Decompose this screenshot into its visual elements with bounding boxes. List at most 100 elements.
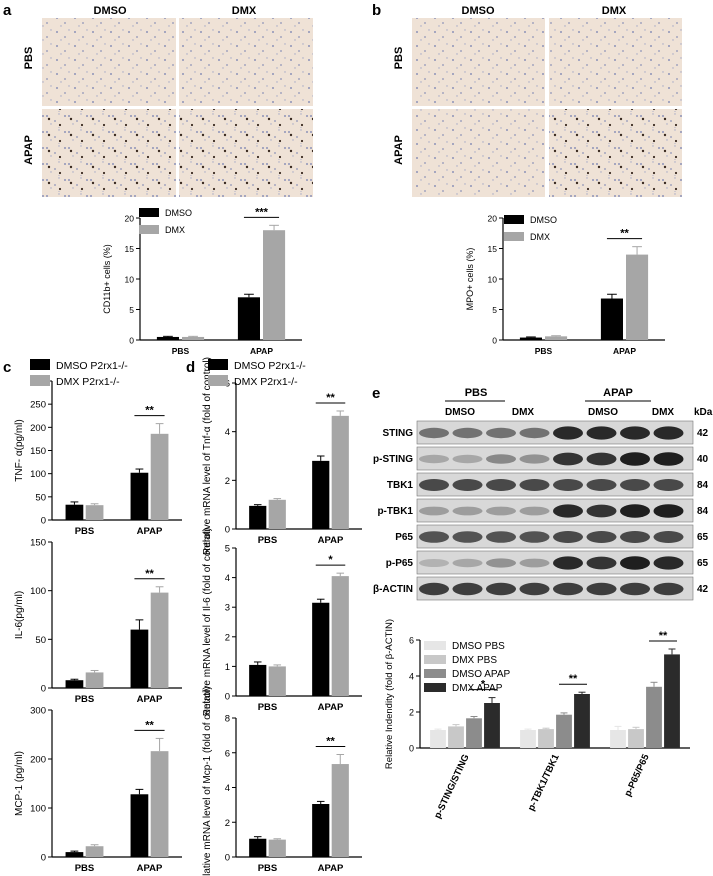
blot-kda-value: 42 — [697, 428, 709, 439]
micrograph-a-pbs-dmx — [179, 18, 313, 106]
blot-col-dmx-2: DMX — [652, 407, 675, 418]
blot-band — [419, 582, 449, 596]
blot-band — [486, 479, 516, 491]
blot-band — [586, 504, 617, 518]
blot-band — [486, 582, 516, 596]
bar-c1 — [150, 433, 169, 520]
panel-letter-c: c — [3, 359, 11, 376]
y-tick-label: 200 — [30, 423, 46, 434]
y-tick-label: 100 — [30, 804, 46, 815]
legend-label: DMX APAP — [452, 683, 503, 694]
panel-letter-e: e — [372, 385, 380, 402]
y-tick-label: 0 — [41, 516, 46, 527]
blot-band — [586, 479, 617, 491]
blot-col-dmx-1: DMX — [512, 407, 535, 418]
y-tick-label: 200 — [30, 755, 46, 766]
bar-d1 — [249, 505, 267, 529]
blot-band — [620, 556, 650, 570]
x-tick-label: APAP — [137, 863, 163, 874]
row-label-b-apap: APAP — [393, 135, 405, 165]
blot-band — [653, 479, 684, 491]
y-tick-label: 8 — [225, 714, 230, 725]
x-tick-label: PBS — [258, 535, 278, 546]
blot-row-label: P65 — [395, 532, 413, 543]
chart-d-mcp1: 0 2 4 6 8 Relative mRNA level of Mcp-1 (fold … — [202, 686, 362, 876]
bar-d1 — [312, 460, 330, 529]
micrograph-b-apap-dmso — [412, 109, 545, 197]
micrograph-a-apap-dmx — [179, 109, 313, 197]
bar-e — [538, 729, 554, 748]
bar-a — [182, 336, 205, 340]
y-axis-label: Relative Indendity (fold of β-ACTIN) — [384, 619, 395, 769]
bar-a — [156, 336, 179, 340]
blot-group-apap: APAP — [603, 387, 633, 399]
blot-band — [419, 427, 449, 439]
significance-marker: * — [481, 679, 486, 691]
bar-e — [484, 703, 500, 748]
micrograph-b-pbs-dmx — [549, 18, 682, 106]
x-tick-label: APAP — [318, 535, 344, 546]
y-tick-label: 150 — [30, 538, 46, 549]
legend-label: DMX — [165, 225, 185, 235]
chart-e-quant: 0 2 4 6 Relative Indendity (fold of β-ACTIN)… — [384, 619, 690, 820]
blot-band — [653, 531, 684, 543]
micrograph-a-apap-dmso — [42, 109, 176, 197]
kda-label: kDa — [694, 407, 713, 418]
blot-band — [486, 531, 516, 543]
bar-c3 — [65, 852, 84, 857]
blot-row-label: p-TBK1 — [377, 506, 413, 517]
bar-c1 — [65, 504, 84, 520]
blot-group-pbs: PBS — [465, 387, 488, 399]
blot-band — [586, 452, 617, 466]
significance-marker: ** — [569, 673, 578, 685]
y-tick-label: 0 — [225, 853, 230, 864]
blot-band — [653, 504, 684, 518]
y-axis-label: CD11b+ cells (%) — [102, 244, 112, 314]
x-tick-label: APAP — [318, 863, 344, 874]
legend-swatch — [424, 669, 446, 678]
significance-marker: *** — [255, 206, 269, 218]
y-tick-label: 0 — [41, 684, 46, 695]
x-tick-label: APAP — [613, 346, 636, 356]
y-axis-label: TNF- α(pg/ml) — [14, 419, 25, 481]
bar-e — [448, 726, 464, 748]
legend-label: DMSO — [165, 208, 192, 218]
y-tick-label: 150 — [30, 446, 46, 457]
blot-band — [620, 582, 650, 596]
bar-d1 — [331, 415, 349, 529]
row-label-a-pbs: PBS — [23, 47, 35, 70]
y-tick-label: 0 — [225, 525, 230, 536]
micrograph-b-pbs-dmso — [412, 18, 545, 106]
blot-band — [553, 426, 583, 440]
y-tick-label: 50 — [35, 635, 46, 646]
x-tick-label: APAP — [137, 694, 163, 705]
y-tick-label: 20 — [488, 214, 498, 224]
legend-swatch — [139, 225, 159, 234]
western-blot-strips: STING 42 p-STING 40 TBK1 84 p-TBK1 84 P65 65 p-P65… — [373, 420, 709, 601]
blot-band — [452, 558, 483, 568]
x-tick-label: PBS — [535, 346, 553, 356]
blot-band — [519, 454, 550, 464]
blot-band — [620, 479, 650, 491]
x-tick-label: APAP — [250, 346, 273, 356]
x-tick-label: PBS — [75, 863, 95, 874]
y-tick-label: 2 — [225, 818, 230, 829]
y-tick-label: 0 — [492, 336, 497, 346]
bar-e — [610, 730, 626, 748]
blot-band — [586, 582, 617, 596]
legend-swatch — [504, 232, 524, 241]
y-tick-label: 6 — [225, 748, 230, 759]
panel-letter-a: a — [3, 2, 12, 19]
row-label-b-pbs: PBS — [393, 47, 405, 70]
blot-band — [519, 427, 550, 439]
y-axis-label: MCP-1 (pg/ml) — [14, 751, 25, 816]
y-axis-label: Relative mRNA level of Mcp-1 (fold of co… — [202, 686, 213, 876]
blot-band — [519, 582, 550, 596]
y-axis-label: MPO+ cells (%) — [465, 248, 475, 311]
bar-c3 — [130, 794, 149, 857]
bar-d1 — [268, 499, 286, 529]
x-tick-label: p-P65/P65 — [623, 752, 652, 798]
blot-kda-value: 65 — [697, 558, 709, 569]
blot-band — [553, 582, 583, 596]
